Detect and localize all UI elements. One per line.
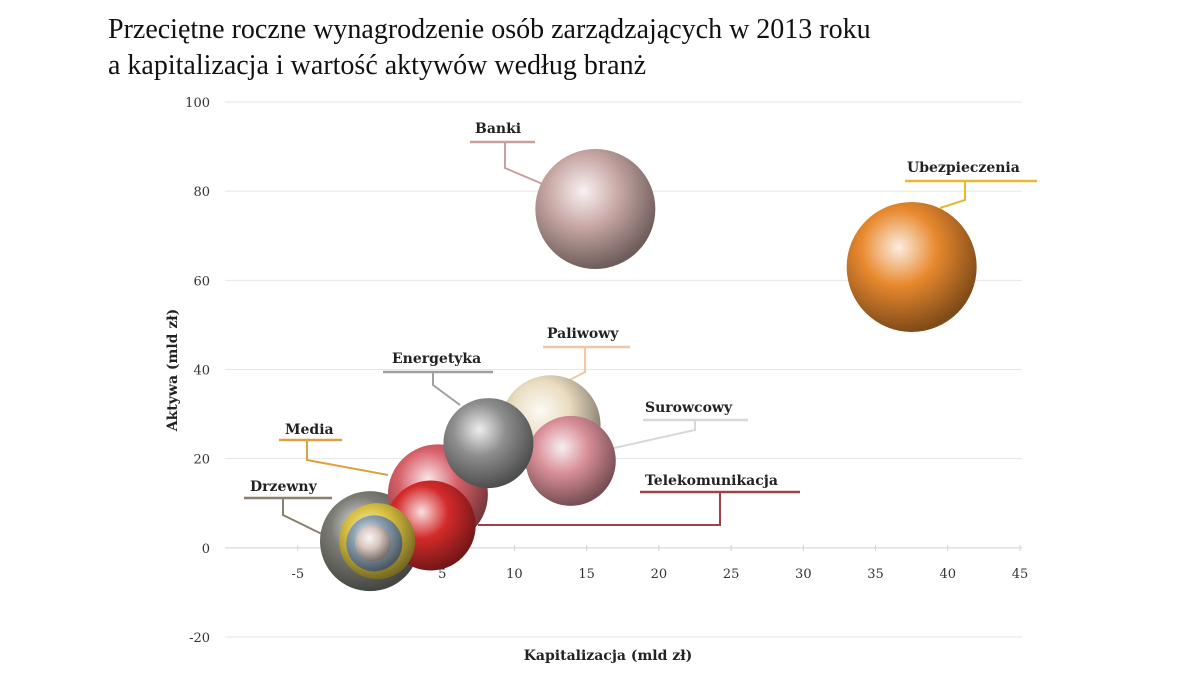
x-axis-label: Kapitalizacja (mld zł) <box>524 648 692 664</box>
bubble-banki <box>535 149 656 269</box>
y-tick-labels: -20 0 20 40 60 80 100 <box>185 96 210 646</box>
callout-leaders <box>282 142 966 539</box>
label-telekomunikacja: Telekomunikacja <box>645 473 778 489</box>
label-energetyka: Energetyka <box>392 351 481 367</box>
label-drzewny: Drzewny <box>250 479 318 495</box>
y-tick-label: 100 <box>185 96 210 111</box>
leader-media <box>306 440 389 476</box>
x-tick-label: 45 <box>1012 567 1029 582</box>
label-paliwowy: Paliwowy <box>547 326 619 342</box>
bubble-surowcowy <box>525 415 616 506</box>
y-tick-label: 60 <box>193 274 210 289</box>
leader-banki <box>504 142 546 186</box>
label-ubezpieczenia: Ubezpieczenia <box>907 160 1020 176</box>
chart-title: Przeciętne roczne wynagrodzenie osób zar… <box>108 12 871 84</box>
x-tick-label: 25 <box>723 567 740 582</box>
x-tick-label: 5 <box>438 567 446 582</box>
label-banki: Banki <box>475 121 521 137</box>
x-tick-label: 35 <box>867 567 884 582</box>
x-tick-labels: -5051015202530354045 <box>291 567 1028 582</box>
label-surowcowy: Surowcowy <box>645 400 733 416</box>
y-axis-label: Aktywa (mld zł) <box>165 309 181 433</box>
bubbles <box>320 149 977 592</box>
bubble-small <box>354 525 391 562</box>
x-tick-label: 40 <box>940 567 957 582</box>
chart-title-line2: a kapitalizacja i wartość aktywów według… <box>108 50 647 81</box>
gridlines <box>225 101 1022 638</box>
y-tick-label: 80 <box>193 185 210 200</box>
x-tick-label: 30 <box>795 567 812 582</box>
leader-ubezpieczenia <box>939 181 966 209</box>
leader-energetyka <box>432 372 461 406</box>
leader-surowcowy <box>604 420 696 451</box>
leader-telekomunikacja <box>478 492 721 526</box>
y-tick-label: -20 <box>189 631 210 646</box>
y-tick-label: 0 <box>202 542 210 557</box>
chart-title-line1: Przeciętne roczne wynagrodzenie osób zar… <box>108 14 871 45</box>
label-media: Media <box>285 422 334 438</box>
x-tick-label: 20 <box>651 567 668 582</box>
y-tick-label: 40 <box>193 364 210 379</box>
x-tick-label: 10 <box>506 567 523 582</box>
x-tick-label: 15 <box>578 567 595 582</box>
leader-drzewny <box>282 498 331 539</box>
bubble-energetyka <box>443 398 534 489</box>
bubble-ubezpieczenia <box>846 201 977 332</box>
y-tick-label: 20 <box>193 453 210 468</box>
callout-labels: Banki Ubezpieczenia Paliwowy Surowcowy Energ… <box>244 121 1037 500</box>
x-tick-label: -5 <box>291 567 304 582</box>
